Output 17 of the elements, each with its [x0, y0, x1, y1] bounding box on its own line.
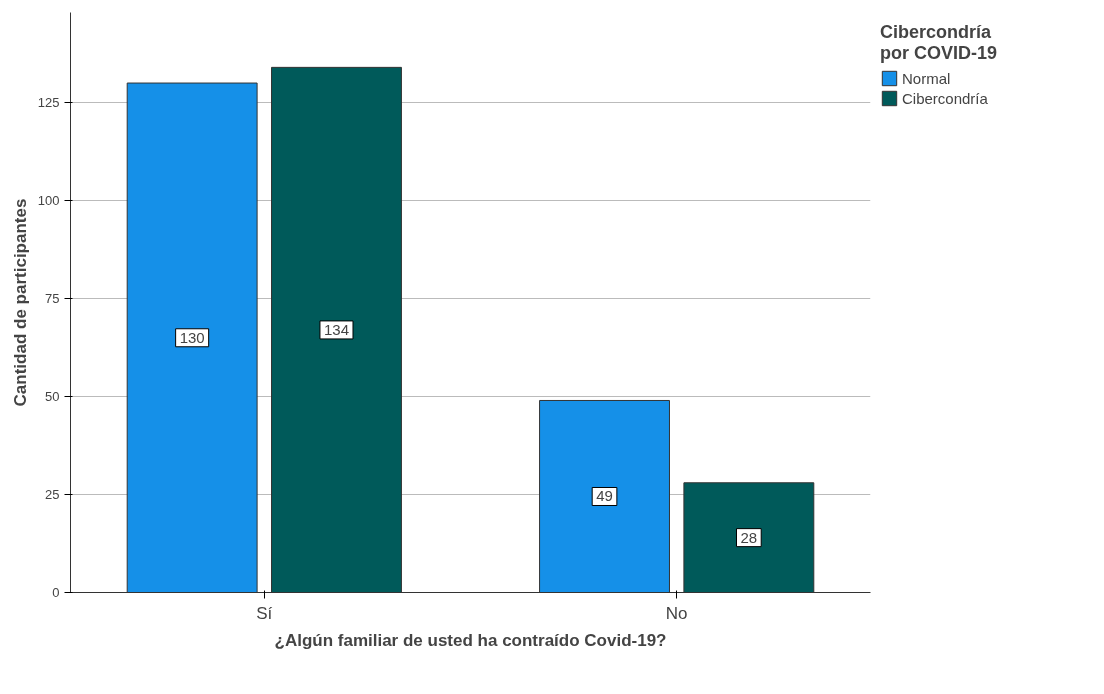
y-tick-label: 125 [37, 95, 60, 111]
y-tick-label: 75 [45, 291, 60, 307]
legend-title: Cibercondría por COVID-19 [880, 22, 998, 64]
y-axis-title: Cantidad de participantes [10, 198, 30, 407]
legend-label: Normal [902, 69, 951, 87]
x-tick-label: No [665, 603, 688, 623]
x-axis-title: ¿Algún familiar de usted ha contraído Covid-19? [274, 630, 667, 650]
y-tick-label: 0 [52, 585, 60, 600]
legend-label: Cibercondría [902, 89, 988, 107]
data-label: 49 [596, 487, 613, 505]
data-label: 130 [179, 328, 205, 346]
y-tick-label: 50 [45, 389, 60, 405]
data-label: 28 [740, 528, 758, 546]
y-tick-label: 100 [37, 193, 60, 209]
x-tick-label: Sí [256, 603, 273, 623]
y-tick-label: 25 [45, 487, 60, 503]
data-label: 134 [323, 320, 349, 338]
